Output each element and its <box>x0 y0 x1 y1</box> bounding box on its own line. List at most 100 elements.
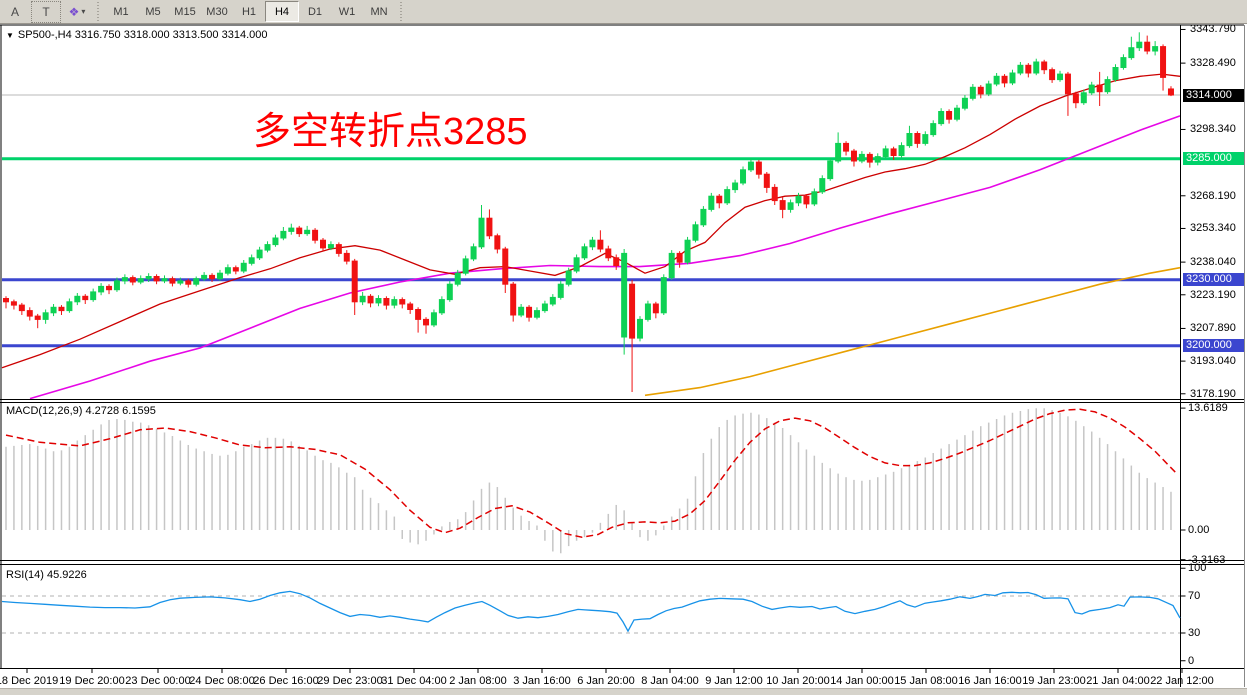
price-tick-label: 3238.040 <box>1190 256 1236 269</box>
date-label: 10 Jan 20:00 <box>766 675 830 687</box>
ma-mid-line <box>29 115 1181 400</box>
candle-body <box>1088 84 1095 94</box>
candle-body <box>470 246 477 260</box>
candle-body <box>415 309 422 320</box>
candle-body <box>423 318 430 326</box>
date-label: 22 Jan 12:00 <box>1150 675 1214 687</box>
candle-body <box>914 133 921 144</box>
arrow-tool-button[interactable]: A <box>10 4 19 19</box>
candle-body <box>938 111 945 125</box>
candle-body <box>1064 73 1071 95</box>
date-label: 18 Dec 2019 <box>0 675 59 687</box>
candle-body <box>399 299 406 305</box>
candle-body <box>922 134 929 144</box>
candle-body <box>185 280 192 285</box>
candle-body <box>193 278 200 285</box>
candle-body <box>1080 92 1087 104</box>
candle-body <box>827 160 834 180</box>
candle-body <box>304 229 311 235</box>
candle-body <box>637 318 643 339</box>
candle-body <box>367 295 374 304</box>
candle-body <box>351 260 358 303</box>
candle-body <box>882 148 889 158</box>
candle-body <box>113 280 120 291</box>
candle-body <box>946 111 953 120</box>
ma-fast-line <box>1 73 1181 369</box>
candle-body <box>161 278 168 282</box>
candle-body <box>66 301 73 312</box>
candle-body <box>1009 72 1016 84</box>
macd-signal-line <box>5 408 1179 538</box>
date-label: 29 Dec 23:00 <box>317 675 383 687</box>
chart-title-text: SP500-,H4 3316.750 3318.000 3313.500 331… <box>17 29 268 41</box>
candle-body <box>510 283 517 316</box>
date-label: 24 Dec 08:00 <box>189 675 255 687</box>
candle-body <box>708 195 715 210</box>
candle-body <box>478 217 485 248</box>
timeframe-button-m1[interactable]: M1 <box>113 5 129 18</box>
price-badge-3285.000: 3285.000 <box>1183 152 1244 166</box>
candle-body <box>518 306 525 316</box>
toolbar: A T ❖ ▾ M1 M5 M15 M30 H1 H4 D1 W1 MN <box>0 0 1247 24</box>
candle-body <box>137 278 144 283</box>
macd-pane <box>5 408 1179 554</box>
candle-body <box>597 239 604 250</box>
candle-body <box>763 173 770 188</box>
candle-body <box>248 257 255 264</box>
chart-annotation-text[interactable]: 多空转折点3285 <box>253 111 528 153</box>
timeframe-button-mn[interactable]: MN <box>370 5 388 18</box>
candle-body <box>1049 69 1056 81</box>
candle-body <box>343 252 350 262</box>
candle-body <box>858 153 865 162</box>
candle-body <box>835 142 842 162</box>
timeframe-button-m15[interactable]: M15 <box>174 5 196 18</box>
macd-scale-label: 13.6189 <box>1188 402 1228 415</box>
candle-body <box>1033 61 1040 74</box>
styles-tool-button[interactable]: ❖ ▾ <box>63 2 91 22</box>
text-tool-button[interactable]: T <box>31 0 61 23</box>
candle-body <box>201 274 208 280</box>
toolbar-separator <box>96 1 101 22</box>
candle-body <box>1072 93 1079 104</box>
candle-body <box>621 252 628 338</box>
candle-body <box>565 270 572 285</box>
date-label: 21 Jan 04:00 <box>1086 675 1150 687</box>
axis-ticks <box>26 28 1186 673</box>
candle-body <box>961 97 968 109</box>
symbol-dropdown-icon[interactable]: ▼ <box>6 31 14 40</box>
date-label: 23 Dec 00:00 <box>125 675 191 687</box>
timeframe-button-m5[interactable]: M5 <box>145 5 161 18</box>
status-bar <box>0 688 1247 695</box>
timeframe-button-h4[interactable]: H4 <box>265 1 299 22</box>
candle-body <box>732 182 739 191</box>
timeframe-button-w1[interactable]: W1 <box>338 5 356 18</box>
chart-canvas[interactable] <box>0 24 1247 688</box>
candle-body <box>312 229 319 241</box>
candle-body <box>10 301 17 306</box>
candle-body <box>90 291 97 301</box>
candle-body <box>502 248 509 285</box>
candle-body <box>1017 64 1024 74</box>
candle-body <box>819 178 826 193</box>
candle-body <box>1152 46 1159 52</box>
candle-body <box>613 257 620 267</box>
candle-body <box>526 306 533 318</box>
candle-body <box>890 148 897 157</box>
timeframe-button-m30[interactable]: M30 <box>206 5 228 18</box>
candle-body <box>1104 79 1111 93</box>
timeframe-button-d1[interactable]: D1 <box>307 5 323 18</box>
candle-body <box>557 283 564 298</box>
candle-body <box>296 227 303 235</box>
candle-body <box>232 267 239 272</box>
timeframe-button-h1[interactable]: H1 <box>241 5 257 18</box>
candle-body <box>391 299 398 306</box>
candle-body <box>993 75 1000 85</box>
candlesticks <box>3 32 1174 392</box>
rsi-scale-label: 70 <box>1188 590 1201 602</box>
candle-body <box>454 272 461 285</box>
candle-body <box>549 296 556 305</box>
candle-body <box>1112 67 1119 81</box>
candle-body <box>787 202 794 210</box>
candle-body <box>866 153 873 163</box>
chart-panel[interactable]: ▼ SP500-,H4 3316.750 3318.000 3313.500 33… <box>0 23 1247 688</box>
